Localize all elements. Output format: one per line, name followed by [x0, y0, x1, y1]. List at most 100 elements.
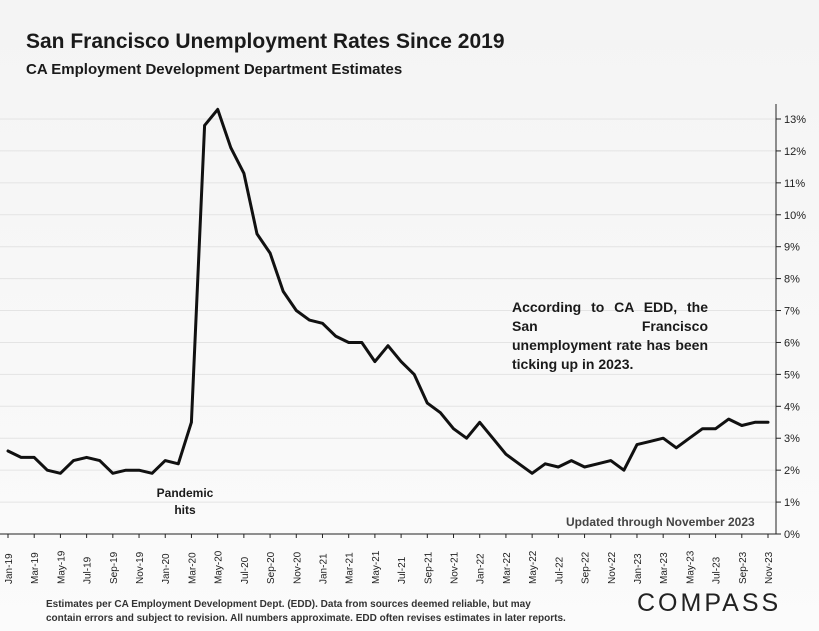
data-point — [137, 468, 141, 472]
x-tick-label: Jul-21 — [397, 556, 408, 584]
data-point — [321, 322, 324, 325]
data-point — [72, 459, 75, 462]
data-point — [334, 334, 337, 338]
data-point — [373, 360, 377, 363]
compass-logo: COMPASS — [637, 589, 782, 617]
x-tick-label: Nov-23 — [764, 551, 775, 584]
data-point — [19, 456, 23, 459]
y-tick-label: 2% — [784, 465, 800, 477]
data-point — [596, 462, 599, 465]
x-tick-label: Sep-23 — [738, 551, 749, 584]
x-tick-label: Nov-20 — [292, 551, 303, 584]
data-point — [570, 459, 573, 462]
data-point — [517, 462, 521, 465]
data-point — [6, 449, 10, 453]
data-point — [766, 421, 770, 424]
data-point — [111, 472, 115, 475]
x-tick-label: May-21 — [371, 550, 382, 584]
data-point — [675, 446, 678, 450]
data-point — [688, 437, 691, 440]
x-tick-label: Jan-23 — [633, 553, 644, 584]
y-axis: 0% 1% 2% 3% 4% 5% 6% 7% 8% 9% 10% 11% 12% 13% — [0, 104, 806, 541]
x-tick-label: Jan-22 — [476, 553, 487, 584]
y-tick-label: 12% — [784, 146, 806, 158]
y-tick-label: 11% — [784, 178, 805, 190]
chart-annotation: According to CA EDD, the San Francisco u… — [512, 299, 708, 372]
x-tick-label: Mar-23 — [659, 552, 670, 584]
x-tick-label: Nov-21 — [450, 551, 461, 584]
data-point — [740, 424, 743, 427]
data-point — [714, 427, 717, 430]
data-point — [583, 465, 586, 469]
data-point — [216, 108, 219, 111]
x-tick-label: Jan-20 — [161, 553, 172, 584]
data-point — [557, 465, 560, 469]
data-point — [85, 456, 88, 459]
data-point — [701, 427, 704, 430]
data-point — [727, 417, 730, 421]
x-tick-label: Jan-19 — [4, 553, 15, 584]
footnote-line2: contain errors and subject to revision. … — [46, 613, 566, 624]
x-tick-label: Nov-19 — [135, 551, 146, 584]
x-tick-label: Sep-20 — [266, 551, 277, 584]
data-point — [452, 427, 455, 430]
y-tick-label: 10% — [784, 210, 806, 222]
pandemic-label-line2: hits — [174, 503, 196, 517]
y-tick-label: 13% — [784, 114, 806, 126]
x-tick-label: May-23 — [685, 550, 696, 584]
data-point — [281, 290, 285, 293]
chart-title: San Francisco Unemployment Rates Since 2… — [26, 30, 505, 53]
y-tick-label: 9% — [784, 242, 800, 254]
data-point — [413, 373, 416, 376]
data-point — [465, 437, 468, 440]
data-point — [386, 344, 390, 347]
x-tick-label: Jan-21 — [318, 553, 329, 584]
y-tick-label: 6% — [784, 337, 800, 349]
x-tick-label: Mar-22 — [502, 552, 513, 584]
x-tick-label: Mar-19 — [30, 552, 41, 584]
data-point — [478, 421, 481, 424]
x-tick-label: Mar-21 — [345, 552, 356, 584]
pandemic-label-line1: Pandemic — [156, 486, 214, 500]
x-tick-label: Jul-23 — [712, 556, 723, 584]
x-axis: Jan-19 Mar-19 May-19 Jul-19 Sep-19 Nov-19 Jan-… — [4, 534, 775, 584]
data-point — [164, 459, 167, 462]
data-point — [33, 456, 36, 459]
data-point — [59, 472, 62, 475]
y-tick-label: 7% — [784, 306, 800, 318]
x-tick-label: Mar-20 — [187, 552, 198, 584]
x-tick-label: Sep-19 — [109, 551, 120, 584]
data-point — [661, 437, 665, 440]
data-point — [530, 472, 534, 475]
data-point — [648, 440, 652, 443]
data-point — [98, 459, 101, 462]
data-point — [229, 146, 232, 149]
x-tick-label: May-20 — [214, 550, 225, 584]
x-tick-label: Nov-22 — [607, 551, 618, 584]
data-point — [190, 421, 193, 424]
data-point — [609, 459, 612, 462]
pandemic-annotation: Pandemic hits — [150, 485, 220, 519]
footnote-line1: Estimates per CA Employment Development … — [46, 599, 531, 610]
y-tick-label: 5% — [784, 369, 800, 381]
y-tick-label: 4% — [784, 401, 800, 413]
data-point — [203, 124, 206, 127]
data-point — [150, 472, 154, 475]
y-tick-label: 1% — [784, 497, 800, 509]
series-group — [6, 107, 770, 475]
y-tick-label: 8% — [784, 274, 800, 286]
x-tick-label: Sep-22 — [581, 551, 592, 584]
chart-subtitle: CA Employment Development Department Est… — [26, 61, 403, 78]
x-tick-label: Jul-20 — [240, 556, 251, 584]
y-tick-label: 3% — [784, 433, 800, 445]
data-point — [242, 172, 246, 175]
x-tick-label: Jul-22 — [554, 556, 565, 584]
x-tick-label: Sep-21 — [423, 551, 434, 584]
x-tick-label: May-22 — [528, 550, 539, 584]
data-point — [439, 411, 442, 414]
footnote: Estimates per CA Employment Development … — [46, 598, 606, 626]
data-point — [622, 468, 626, 472]
y-tick-label: 0% — [784, 529, 800, 541]
